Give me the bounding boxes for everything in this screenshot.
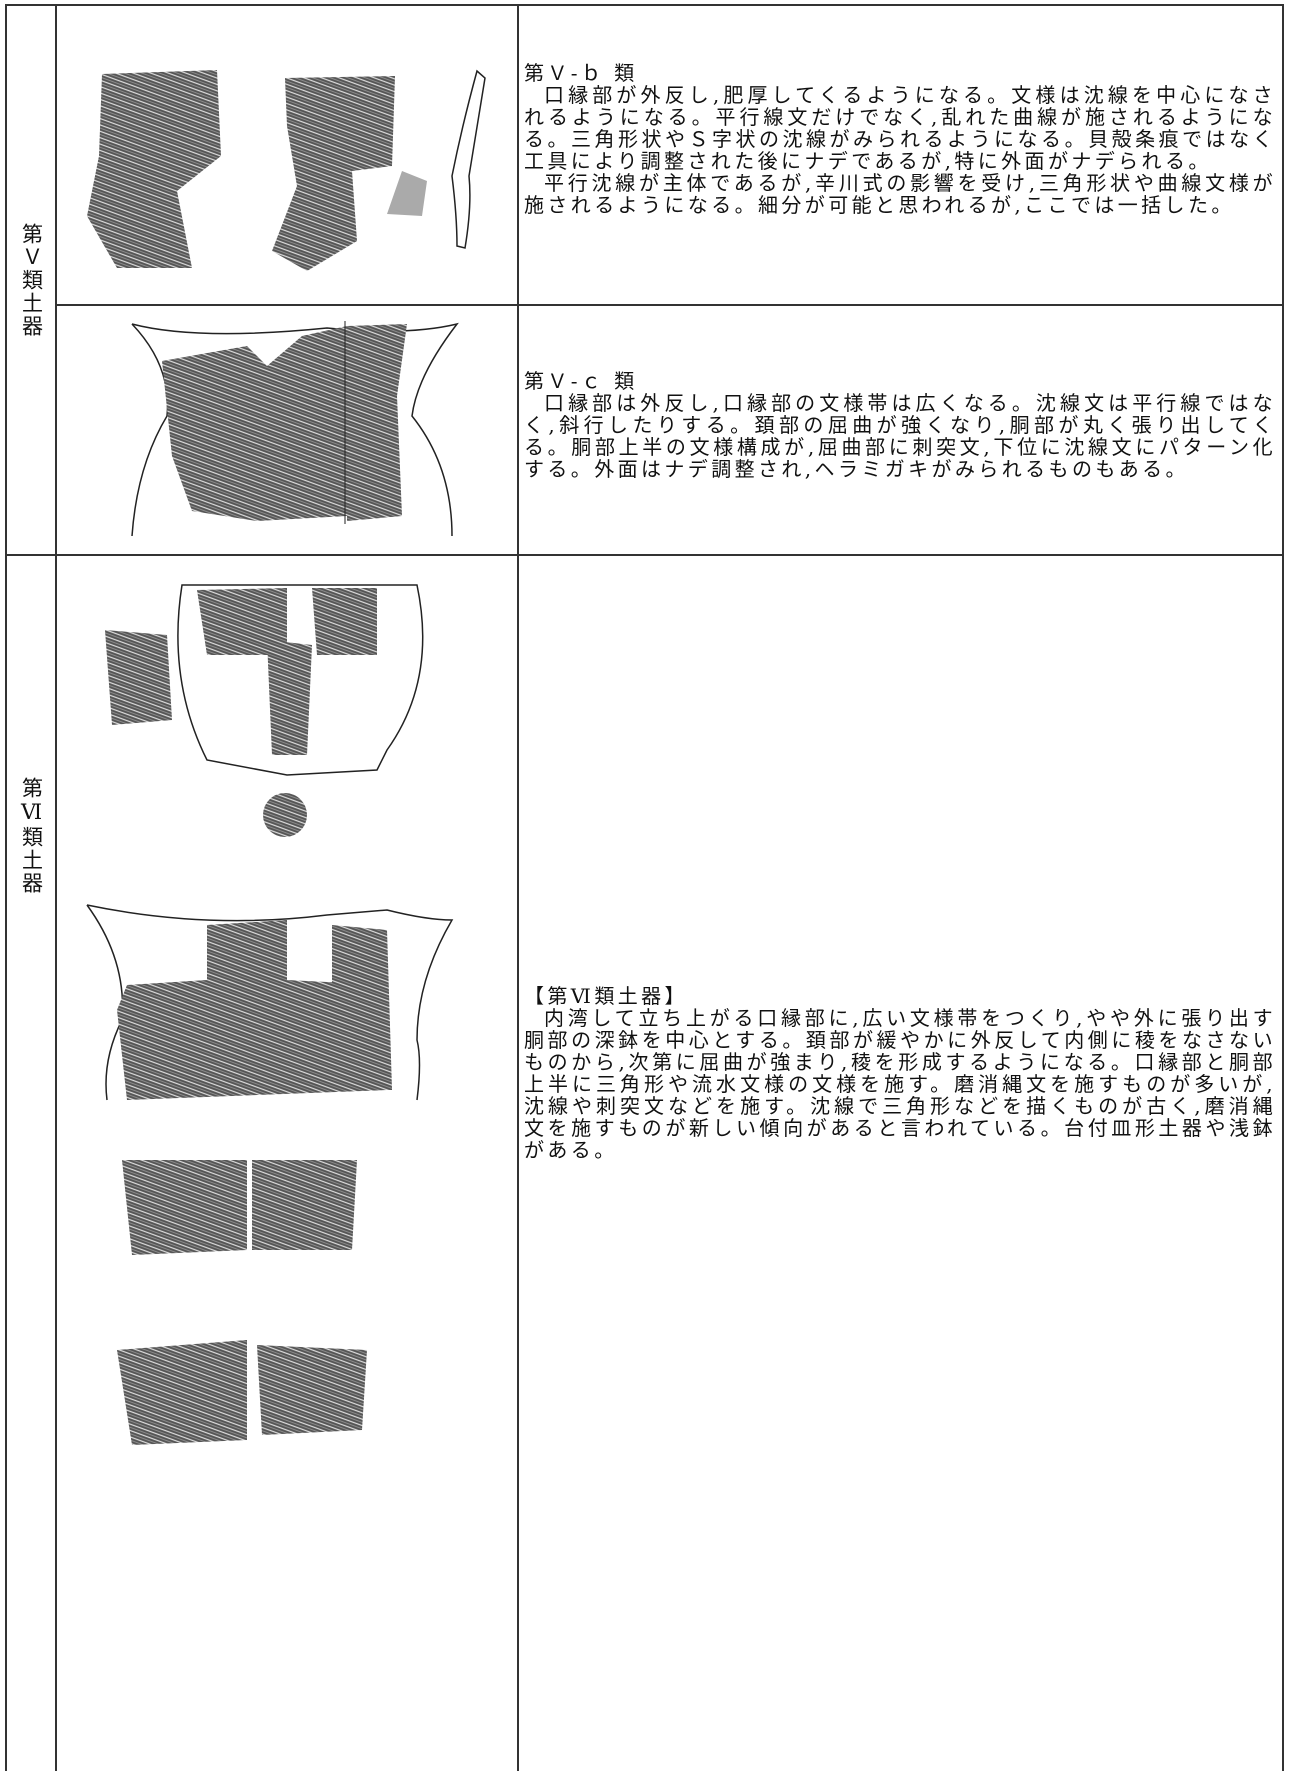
description: 【第Ⅵ類土器】 内湾して立ち上がる口縁部に,広い文様帯をつくり,やや外に張り出す…: [524, 985, 1276, 1161]
heading: 【第Ⅵ類土器】: [524, 984, 688, 1008]
rule: [5, 4, 1284, 6]
description: 第Ｖ-ｃ 類 口縁部は外反し,口縁部の文様帯は広くなる。沈線文は平行線ではなく,…: [524, 370, 1276, 480]
paragraph: 内湾して立ち上がる口縁部に,広い文様帯をつくり,やや外に張り出す胴部の深鉢を中心…: [524, 1006, 1276, 1162]
row-label: 第Ｖ類土器: [6, 6, 56, 554]
rule: [5, 554, 1284, 556]
rule: [5, 4, 7, 1771]
heading: 第Ｖ-ｂ 類: [524, 61, 638, 85]
paragraph: 平行沈線が主体であるが,辛川式の影響を受け,三角形状や曲線文様が施されるようにな…: [524, 171, 1276, 217]
description: 第Ｖ-ｂ 類 口縁部が外反し,肥厚してくるようになる。文様は沈線を中心になされる…: [524, 62, 1276, 216]
rule: [55, 4, 57, 1771]
label-text: 第Ｖ類土器: [19, 222, 44, 338]
rule: [517, 4, 519, 1771]
rule: [1282, 4, 1284, 1771]
rule: [56, 304, 1284, 306]
sherd-figure: [87, 69, 486, 271]
heading: 第Ｖ-ｃ 類: [524, 369, 638, 393]
row-label: 第Ⅵ類土器: [6, 556, 56, 1116]
sherd-figure: [86, 584, 454, 1445]
label-text: 第Ⅵ類土器: [19, 777, 44, 895]
paragraph: 口縁部が外反し,肥厚してくるようになる。文様は沈線を中心になされるようになる。平…: [524, 83, 1276, 173]
sherd-figure: [131, 321, 459, 537]
paragraph: 口縁部は外反し,口縁部の文様帯は広くなる。沈線文は平行線ではなく,斜行したりする…: [524, 391, 1276, 481]
